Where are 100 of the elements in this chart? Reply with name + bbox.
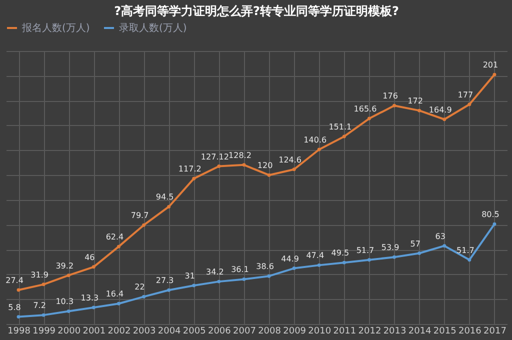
x-tick-label: 2014: [408, 326, 432, 336]
x-tick-label: 2001: [82, 326, 106, 336]
point: [42, 313, 46, 317]
data-label: 27.4: [6, 276, 24, 285]
data-label: 80.5: [482, 210, 500, 220]
x-tick-label: 2004: [158, 326, 182, 336]
point: [116, 244, 120, 248]
data-label: 10.3: [56, 297, 74, 306]
point: [292, 266, 296, 270]
point: [392, 255, 396, 259]
point: [342, 134, 346, 138]
point: [492, 222, 496, 226]
data-label: 49.5: [331, 248, 350, 258]
data-label: 16.4: [106, 290, 124, 299]
point: [92, 265, 96, 269]
point: [16, 288, 20, 292]
data-label: 63: [435, 232, 446, 241]
point: [442, 244, 446, 248]
data-label: 124.6: [278, 155, 302, 164]
data-label: 36.1: [231, 265, 249, 274]
data-label: 151.1: [328, 122, 352, 132]
x-tick-label: 2003: [132, 326, 156, 336]
x-tick-label: 2005: [182, 326, 206, 336]
x-tick-label: 1998: [8, 326, 31, 336]
legend-label: 报名人数(万人): [21, 22, 90, 34]
data-label: 47.4: [306, 251, 324, 260]
data-label: 31: [184, 272, 195, 281]
point: [217, 164, 221, 168]
data-label: 79.7: [130, 211, 149, 220]
data-label: 165.6: [354, 104, 377, 114]
point: [468, 258, 472, 262]
data-label: 128.2: [228, 150, 252, 160]
x-tick-label: 2011: [333, 326, 356, 336]
point: [418, 252, 422, 255]
point: [317, 148, 321, 152]
point: [392, 104, 396, 108]
data-label: 120: [257, 161, 273, 170]
data-label: 7.2: [33, 301, 46, 310]
point: [167, 205, 171, 208]
point: [492, 72, 496, 76]
data-label: 53.9: [381, 243, 400, 252]
x-tick-label: 2008: [258, 326, 282, 336]
data-label: 94.5: [156, 192, 174, 202]
point: [116, 302, 120, 306]
point: [142, 294, 146, 298]
data-label: 164.9: [428, 105, 452, 114]
x-tick-label: 2017: [484, 326, 506, 336]
data-label: 34.2: [206, 268, 224, 277]
data-label: 117.2: [178, 164, 202, 174]
data-label: 39.2: [56, 261, 74, 270]
data-label: 51.7: [456, 246, 474, 255]
data-label: 31.9: [30, 270, 48, 280]
point: [217, 280, 221, 284]
data-label: 172: [408, 96, 423, 106]
point: [92, 306, 96, 310]
point: [42, 282, 46, 286]
x-tick-label: 2006: [208, 326, 232, 336]
point: [418, 108, 422, 112]
chart-title: ?高考同等学力证明怎么弄?转专业同等学历证明模板?: [114, 4, 399, 18]
data-label: 201: [482, 60, 498, 70]
data-label: 62.4: [106, 232, 124, 242]
data-label: 22: [134, 282, 145, 292]
data-label: 27.3: [156, 276, 174, 286]
point: [192, 176, 196, 180]
point: [367, 258, 371, 262]
data-label: 44.9: [281, 254, 299, 264]
x-tick-label: 2012: [358, 326, 382, 336]
x-tick-label: 2000: [58, 326, 81, 336]
x-tick-label: 2010: [308, 326, 332, 336]
point: [267, 173, 271, 177]
point: [192, 284, 196, 288]
point: [367, 116, 371, 120]
point: [66, 274, 70, 278]
point: [468, 102, 472, 106]
point: [342, 260, 346, 264]
data-label: 127.12: [200, 152, 229, 162]
data-label: 13.3: [80, 293, 99, 302]
data-label: 57: [410, 239, 420, 248]
point: [242, 277, 246, 281]
x-tick-label: 1999: [32, 326, 56, 336]
x-tick-label: 2009: [283, 326, 306, 336]
x-tick-label: 2013: [383, 326, 406, 336]
data-label: 5.8: [8, 302, 21, 312]
x-tick-label: 2002: [108, 326, 131, 336]
data-label: 51.7: [356, 246, 374, 255]
point: [317, 263, 321, 267]
point: [242, 163, 246, 167]
data-label: 177: [458, 90, 474, 100]
legend-label: 录取人数(万人): [119, 23, 187, 34]
point: [442, 118, 446, 122]
x-tick-label: 2007: [233, 326, 256, 336]
x-tick-label: 2016: [458, 326, 482, 336]
data-label: 176: [382, 92, 398, 101]
point: [66, 309, 70, 313]
point: [16, 315, 20, 319]
data-label: 38.6: [256, 262, 274, 272]
point: [142, 223, 146, 227]
point: [292, 168, 296, 172]
point: [167, 288, 171, 292]
data-label: 46: [84, 252, 95, 262]
